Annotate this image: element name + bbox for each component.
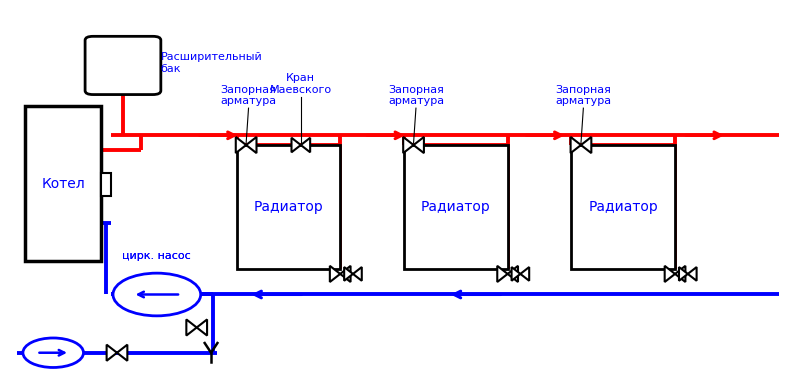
Polygon shape: [688, 267, 697, 281]
FancyBboxPatch shape: [85, 36, 161, 95]
Text: Котел: Котел: [42, 177, 85, 191]
Circle shape: [23, 338, 83, 368]
Text: Запорная
арматура: Запорная арматура: [388, 84, 444, 106]
Bar: [404, 145, 508, 269]
Polygon shape: [117, 344, 127, 361]
Polygon shape: [344, 267, 353, 281]
Polygon shape: [511, 267, 520, 281]
Polygon shape: [581, 137, 591, 153]
Polygon shape: [679, 267, 688, 281]
Polygon shape: [570, 137, 581, 153]
Polygon shape: [403, 137, 414, 153]
Text: Запорная
арматура: Запорная арматура: [221, 84, 277, 106]
Text: Радиатор: Радиатор: [421, 200, 490, 214]
Text: Радиатор: Радиатор: [254, 200, 323, 214]
Bar: [26, 106, 101, 262]
Bar: [237, 145, 340, 269]
Text: цирк. насос: цирк. насос: [122, 251, 191, 262]
Text: цирк. насос: цирк. насос: [122, 251, 191, 261]
Polygon shape: [353, 267, 362, 281]
Polygon shape: [236, 137, 246, 153]
Polygon shape: [197, 319, 207, 335]
Polygon shape: [498, 266, 508, 282]
Text: Запорная
арматура: Запорная арматура: [555, 84, 611, 106]
Polygon shape: [520, 267, 529, 281]
Polygon shape: [291, 138, 301, 152]
Polygon shape: [330, 266, 340, 282]
Text: Кран
Маевского: Кран Маевского: [270, 73, 332, 95]
Polygon shape: [186, 319, 197, 335]
Bar: [101, 173, 110, 196]
Polygon shape: [675, 266, 686, 282]
Text: Радиатор: Радиатор: [588, 200, 658, 214]
Polygon shape: [665, 266, 675, 282]
Polygon shape: [106, 344, 117, 361]
Polygon shape: [246, 137, 257, 153]
Text: Расширительный
бак: Расширительный бак: [161, 52, 262, 74]
Polygon shape: [301, 138, 310, 152]
Circle shape: [113, 273, 201, 316]
Polygon shape: [414, 137, 424, 153]
Polygon shape: [340, 266, 350, 282]
Polygon shape: [508, 266, 518, 282]
Bar: [571, 145, 675, 269]
